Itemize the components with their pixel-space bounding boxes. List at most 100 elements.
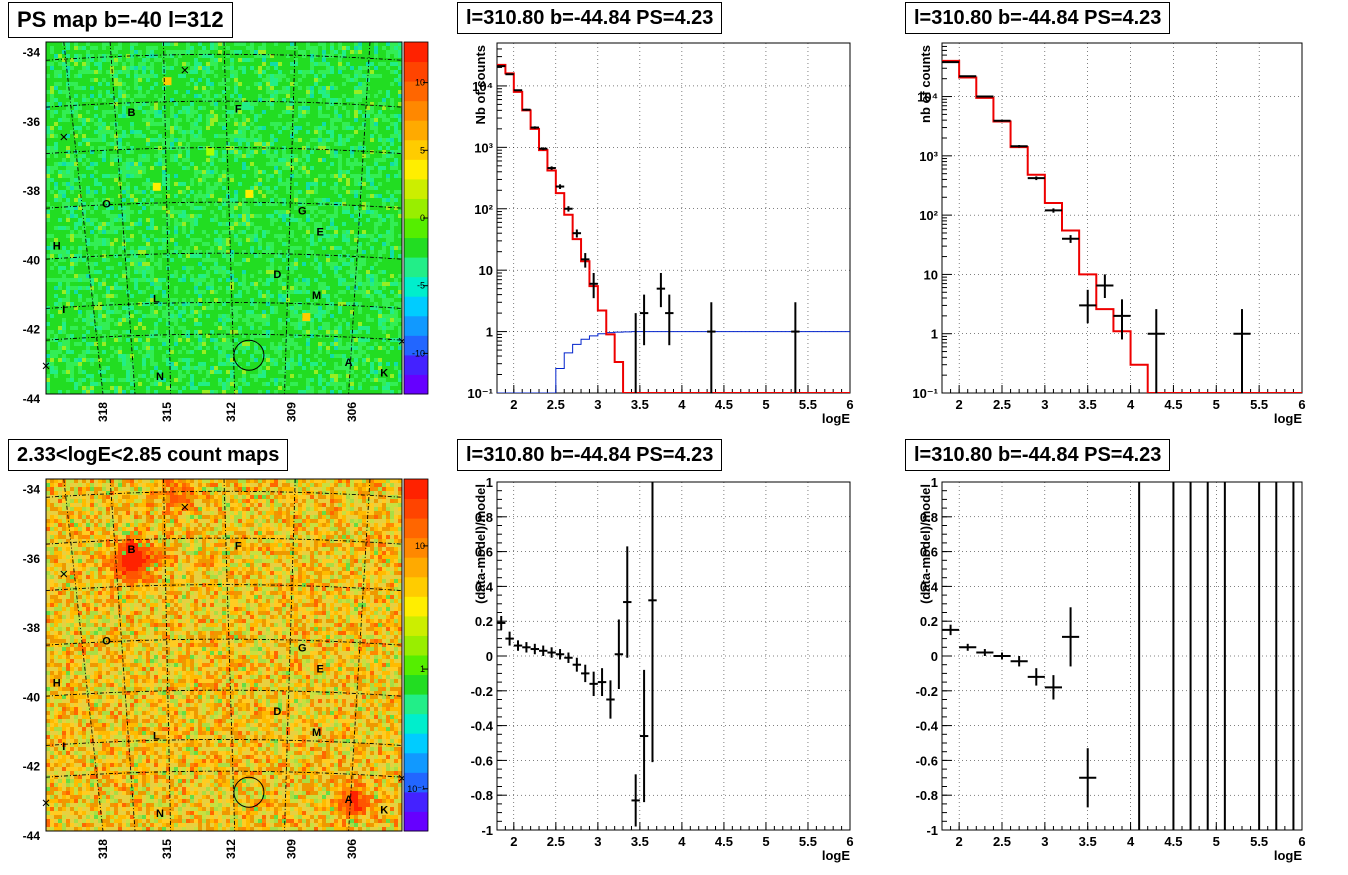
colorbar-segment — [404, 498, 428, 519]
spectrum-right-plot: 2 2.5 3 3.5 4 4.5 5 5.5 6 10⁻¹ 1 10 10² 10³ 10⁴ logE nb … — [912, 42, 1306, 426]
data-point — [522, 108, 531, 111]
colorbar-segment — [404, 752, 428, 773]
latitude-line — [45, 490, 403, 498]
x-tick-label: 5.5 — [1250, 397, 1268, 412]
x-axis-label: logE — [1274, 411, 1302, 426]
x-tick-label: 2 — [956, 834, 963, 849]
y-tick-label: 1 — [931, 327, 938, 342]
spectrum-left-plot: 2 2.5 3 3.5 4 4.5 5 5.5 6 10⁻¹ 1 10 10² 10³ 10⁴ logE Nb … — [467, 42, 854, 426]
latitude-line — [45, 333, 403, 341]
data-point — [555, 649, 565, 660]
source-label: L — [153, 293, 160, 305]
coordinate-grid — [45, 478, 403, 832]
data-point — [505, 73, 514, 76]
x-tick-label: 2 — [510, 397, 517, 412]
source-label: B — [127, 107, 135, 119]
latitude-line — [45, 689, 403, 697]
y-tick-label: 0.2 — [920, 614, 938, 629]
source-label: B — [127, 544, 135, 556]
latitude-line — [45, 252, 403, 260]
data-point — [497, 65, 506, 68]
x-tick-label: 4.5 — [1164, 834, 1182, 849]
data-point — [942, 624, 960, 636]
x-tick-label: 312 — [224, 839, 238, 859]
x-tick-label: 4 — [678, 397, 686, 412]
y-tick-label: -34 — [23, 46, 41, 60]
data-point — [597, 668, 607, 697]
y-tick-label: -34 — [23, 483, 41, 497]
x-tick-label: 3 — [594, 834, 601, 849]
source-label: M — [312, 727, 321, 739]
colorbar-segment — [404, 635, 428, 656]
colorbar-tick-label: -10 — [412, 348, 425, 358]
data-point — [1044, 208, 1062, 213]
data-point — [497, 615, 506, 630]
x-tick-label: 4 — [678, 834, 686, 849]
data-point — [1044, 675, 1062, 700]
plot-frame — [941, 42, 1303, 394]
data-point — [993, 652, 1011, 660]
source-label: E — [316, 227, 323, 239]
latitude-line — [45, 739, 403, 746]
data-point — [1027, 668, 1045, 686]
data-point — [581, 664, 590, 683]
y-tick-label: -44 — [23, 392, 41, 406]
source-label: K — [380, 367, 388, 379]
colorbar-tick-label: 5 — [420, 145, 425, 155]
data-point — [993, 119, 1011, 122]
y-tick-label: 10⁻¹ — [912, 386, 938, 401]
count-map-svg: B F O GE H D M I L A N K -34 -36 -38 -40 -42 -44 318 315 312… — [23, 478, 429, 859]
coordinate-grid — [45, 41, 403, 395]
x-axis-label: logE — [822, 848, 850, 863]
colorbar-segment — [404, 81, 428, 102]
data-point — [1096, 274, 1114, 299]
source-label: A — [345, 357, 353, 369]
x-tick-label: 312 — [224, 402, 238, 422]
data-point — [1010, 145, 1028, 148]
y-tick-label: -42 — [23, 323, 41, 337]
colorbar-segment — [404, 178, 428, 199]
y-tick-label: -0.6 — [916, 753, 938, 768]
data-point — [530, 643, 540, 655]
y-tick-label: -0.4 — [471, 719, 494, 734]
latitude-line — [45, 53, 403, 61]
source-label: D — [273, 269, 281, 281]
x-tick-label: 318 — [96, 839, 110, 859]
data-point — [665, 294, 674, 346]
x-tick-label: 5.5 — [799, 397, 817, 412]
y-axis-label: (data-model)/model — [918, 484, 933, 604]
x-tick-label: 306 — [345, 402, 359, 422]
colorbar-segment — [404, 335, 428, 356]
x-tick-label: 3.5 — [1079, 834, 1097, 849]
x-marker — [181, 66, 189, 74]
colorbar-segment — [404, 237, 428, 258]
data-point — [707, 302, 716, 393]
x-marker — [60, 133, 68, 141]
x-tick-label: 5 — [762, 397, 769, 412]
source-label: F — [235, 540, 242, 552]
data-point — [791, 302, 800, 393]
x-tick-label: 315 — [160, 839, 174, 859]
data-point — [976, 95, 994, 98]
ps-map-title: PS map b=-40 l=312 — [8, 2, 233, 38]
plot-area — [497, 63, 850, 393]
data-point — [555, 184, 565, 189]
data-point — [656, 272, 666, 308]
data-point — [539, 147, 548, 151]
map-hotspot — [163, 77, 172, 86]
colorbar-segment — [404, 257, 428, 278]
colorbar-segment — [404, 655, 428, 676]
y-tick-label: -36 — [23, 115, 41, 129]
residual-right-panel: 2 2.5 3 3.5 4 4.5 5 5.5 6 -1 -0.8 -0.6 -0.4 -0.2 0 0.2 0… — [900, 437, 1310, 872]
data-point — [1079, 289, 1097, 324]
x-tick-label: 6 — [846, 834, 853, 849]
x-tick-label: 318 — [96, 402, 110, 422]
latitude-line — [45, 638, 403, 646]
colorbar-segment — [404, 159, 428, 180]
residual-left-title: l=310.80 b=-44.84 PS=4.23 — [457, 439, 723, 471]
x-tick-label: 5 — [1213, 397, 1220, 412]
grid — [497, 481, 851, 831]
data-point — [539, 645, 548, 656]
source-label: O — [102, 198, 111, 210]
data-point — [623, 546, 632, 658]
